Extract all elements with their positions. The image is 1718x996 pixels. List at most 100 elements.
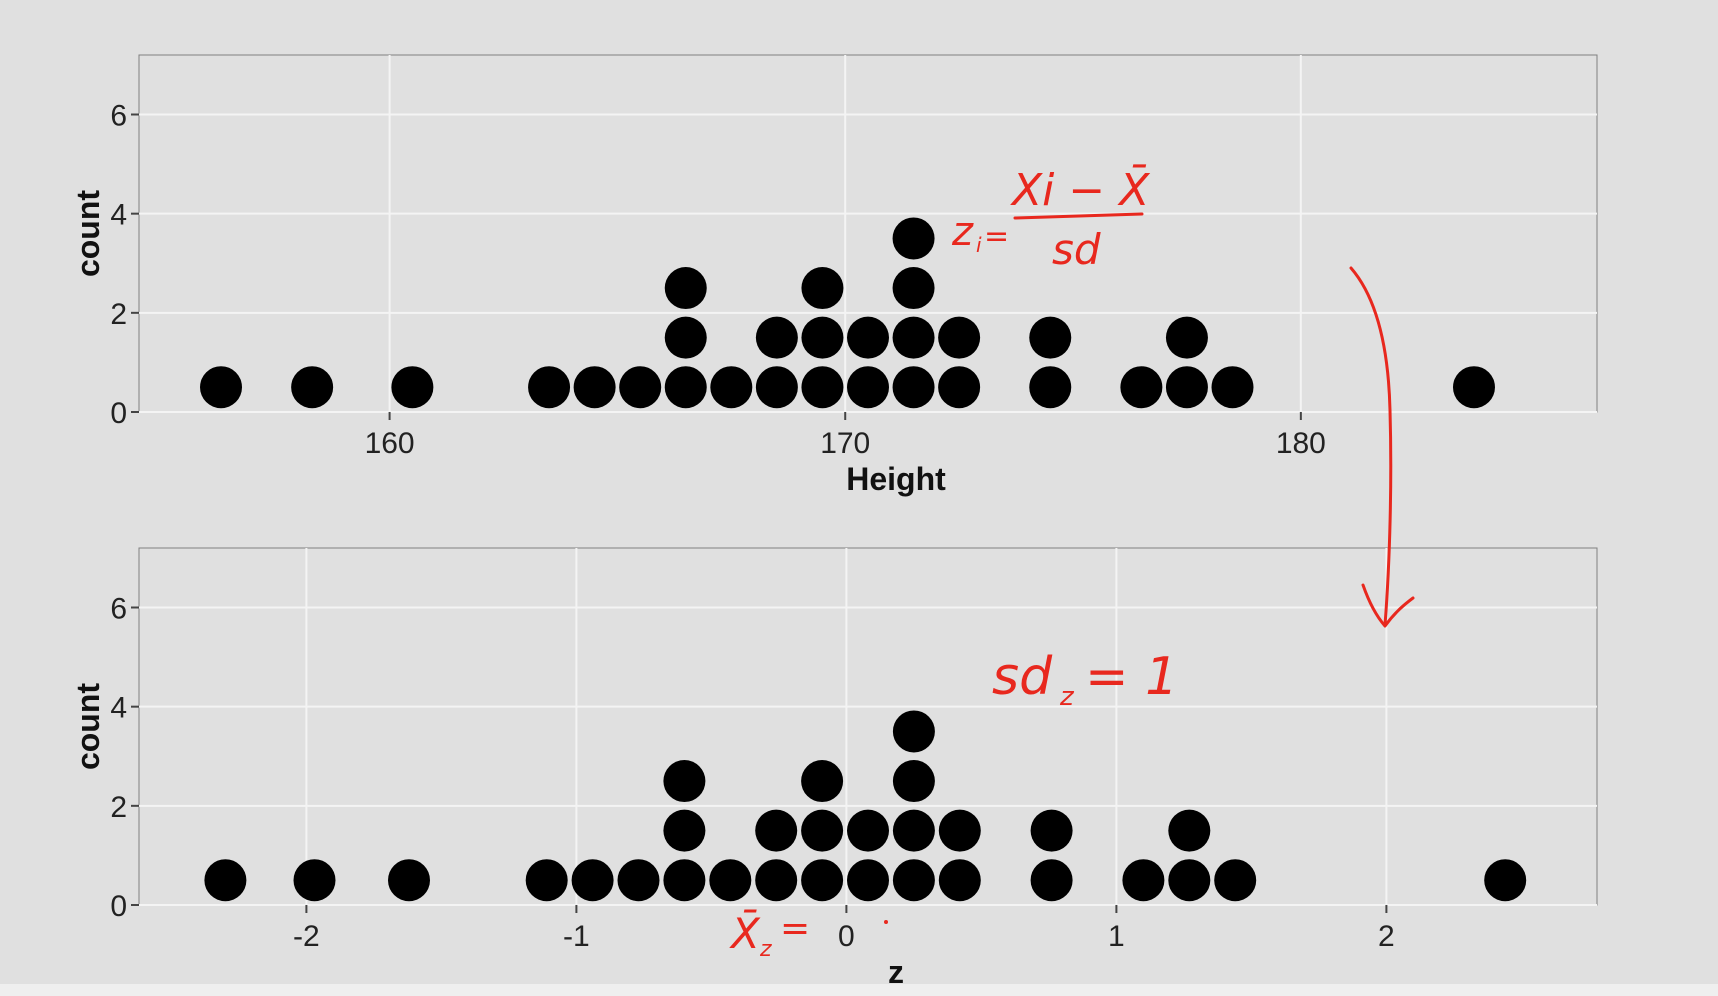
dot	[892, 859, 935, 902]
sd-note-subscript: z	[1059, 682, 1075, 712]
dot	[801, 760, 844, 803]
x-tick-label: 180	[1276, 427, 1326, 460]
dot	[291, 366, 334, 409]
dot	[663, 859, 706, 902]
y-tick-label: 6	[110, 593, 127, 626]
x-tick-label: -2	[293, 920, 320, 953]
dot	[938, 859, 981, 902]
dot	[801, 267, 844, 310]
dot	[710, 366, 753, 409]
dot	[528, 366, 571, 409]
dot	[755, 809, 798, 852]
dot	[1214, 859, 1257, 902]
transform-arrow-head	[1361, 583, 1415, 628]
y-tick-label: 4	[110, 692, 127, 725]
dot	[1030, 859, 1073, 902]
dot	[938, 366, 981, 409]
dot	[755, 859, 798, 902]
x-tick-label: 2	[1378, 920, 1395, 953]
mean-note: X̄ z =	[729, 907, 888, 962]
sd-note-label: sd	[992, 647, 1053, 707]
formula-lhs: z	[951, 209, 974, 255]
z-dotplot: 0 2 4 6 -2 -1 0 1 2 z count	[70, 547, 1598, 990]
dot	[847, 366, 889, 409]
dot	[892, 217, 935, 260]
dot	[938, 809, 981, 852]
mean-note-subscript: z	[759, 937, 772, 962]
dot	[1122, 859, 1165, 902]
dot	[1029, 366, 1072, 409]
dot	[755, 316, 798, 359]
x-axis-title: z	[888, 954, 904, 990]
dot	[1452, 366, 1495, 409]
dot	[709, 859, 752, 902]
x-tick-label: 0	[838, 920, 855, 953]
y-axis-title: count	[70, 190, 106, 277]
dot	[847, 809, 889, 852]
x-tick-label: -1	[563, 920, 590, 953]
dot	[801, 316, 844, 359]
mean-note-label: X̄	[729, 907, 761, 958]
x-tick-label: 170	[820, 427, 870, 460]
dot	[801, 366, 844, 409]
dot	[1168, 859, 1211, 902]
dot	[293, 859, 336, 902]
dot	[892, 366, 935, 409]
dot	[892, 710, 935, 753]
bottom-strip	[0, 984, 1718, 996]
dot	[664, 366, 707, 409]
dot	[664, 316, 707, 359]
dot	[1165, 366, 1208, 409]
formula-denominator: sd	[1052, 225, 1101, 274]
y-tick-label: 2	[110, 791, 127, 824]
dot	[525, 859, 568, 902]
dot	[1168, 809, 1211, 852]
dot	[204, 859, 247, 902]
y-tick-label: 0	[110, 890, 127, 923]
dot	[1165, 316, 1208, 359]
dot	[892, 316, 935, 359]
sd-note: sd z = 1	[992, 647, 1178, 712]
dot	[1029, 316, 1072, 359]
dot	[1120, 366, 1163, 409]
y-axis-title: count	[70, 683, 106, 770]
x-tick-label: 160	[365, 427, 415, 460]
dot	[847, 859, 889, 902]
dot	[664, 267, 707, 310]
dot	[892, 760, 935, 803]
formula-equals: =	[984, 219, 1009, 254]
dot	[1484, 859, 1527, 902]
dot	[892, 809, 935, 852]
x-tick-label: 1	[1108, 920, 1125, 953]
dot	[619, 366, 662, 409]
dot	[847, 316, 889, 359]
handwritten-annotations: z i = Xi − X̄ sd sd z = 1 X̄ z =	[729, 163, 1415, 962]
height-dotplot: 0 2 4 6 160 170 180 Height count	[70, 54, 1598, 497]
dot	[892, 267, 935, 310]
mean-note-equals: =	[780, 908, 810, 949]
z-formula: z i = Xi − X̄ sd	[951, 163, 1150, 274]
y-tick-label: 2	[110, 298, 127, 331]
y-tick-label: 4	[110, 199, 127, 232]
dot	[388, 859, 430, 902]
dot	[1030, 809, 1073, 852]
formula-fraction-bar	[1013, 212, 1144, 220]
dot	[617, 859, 660, 902]
y-tick-label: 0	[110, 397, 127, 430]
transform-arrow	[1349, 266, 1393, 627]
dot	[663, 760, 706, 803]
dot	[755, 366, 798, 409]
sd-note-value: = 1	[1085, 647, 1178, 707]
dot	[573, 366, 616, 409]
dot	[938, 316, 981, 359]
dot	[801, 809, 844, 852]
formula-subscript: i	[976, 233, 982, 257]
dot	[663, 809, 706, 852]
dot	[391, 366, 434, 409]
dot	[200, 366, 243, 409]
formula-numerator: Xi − X̄	[1010, 163, 1150, 216]
y-tick-label: 6	[110, 100, 127, 133]
dot	[1211, 366, 1254, 409]
dot	[801, 859, 844, 902]
